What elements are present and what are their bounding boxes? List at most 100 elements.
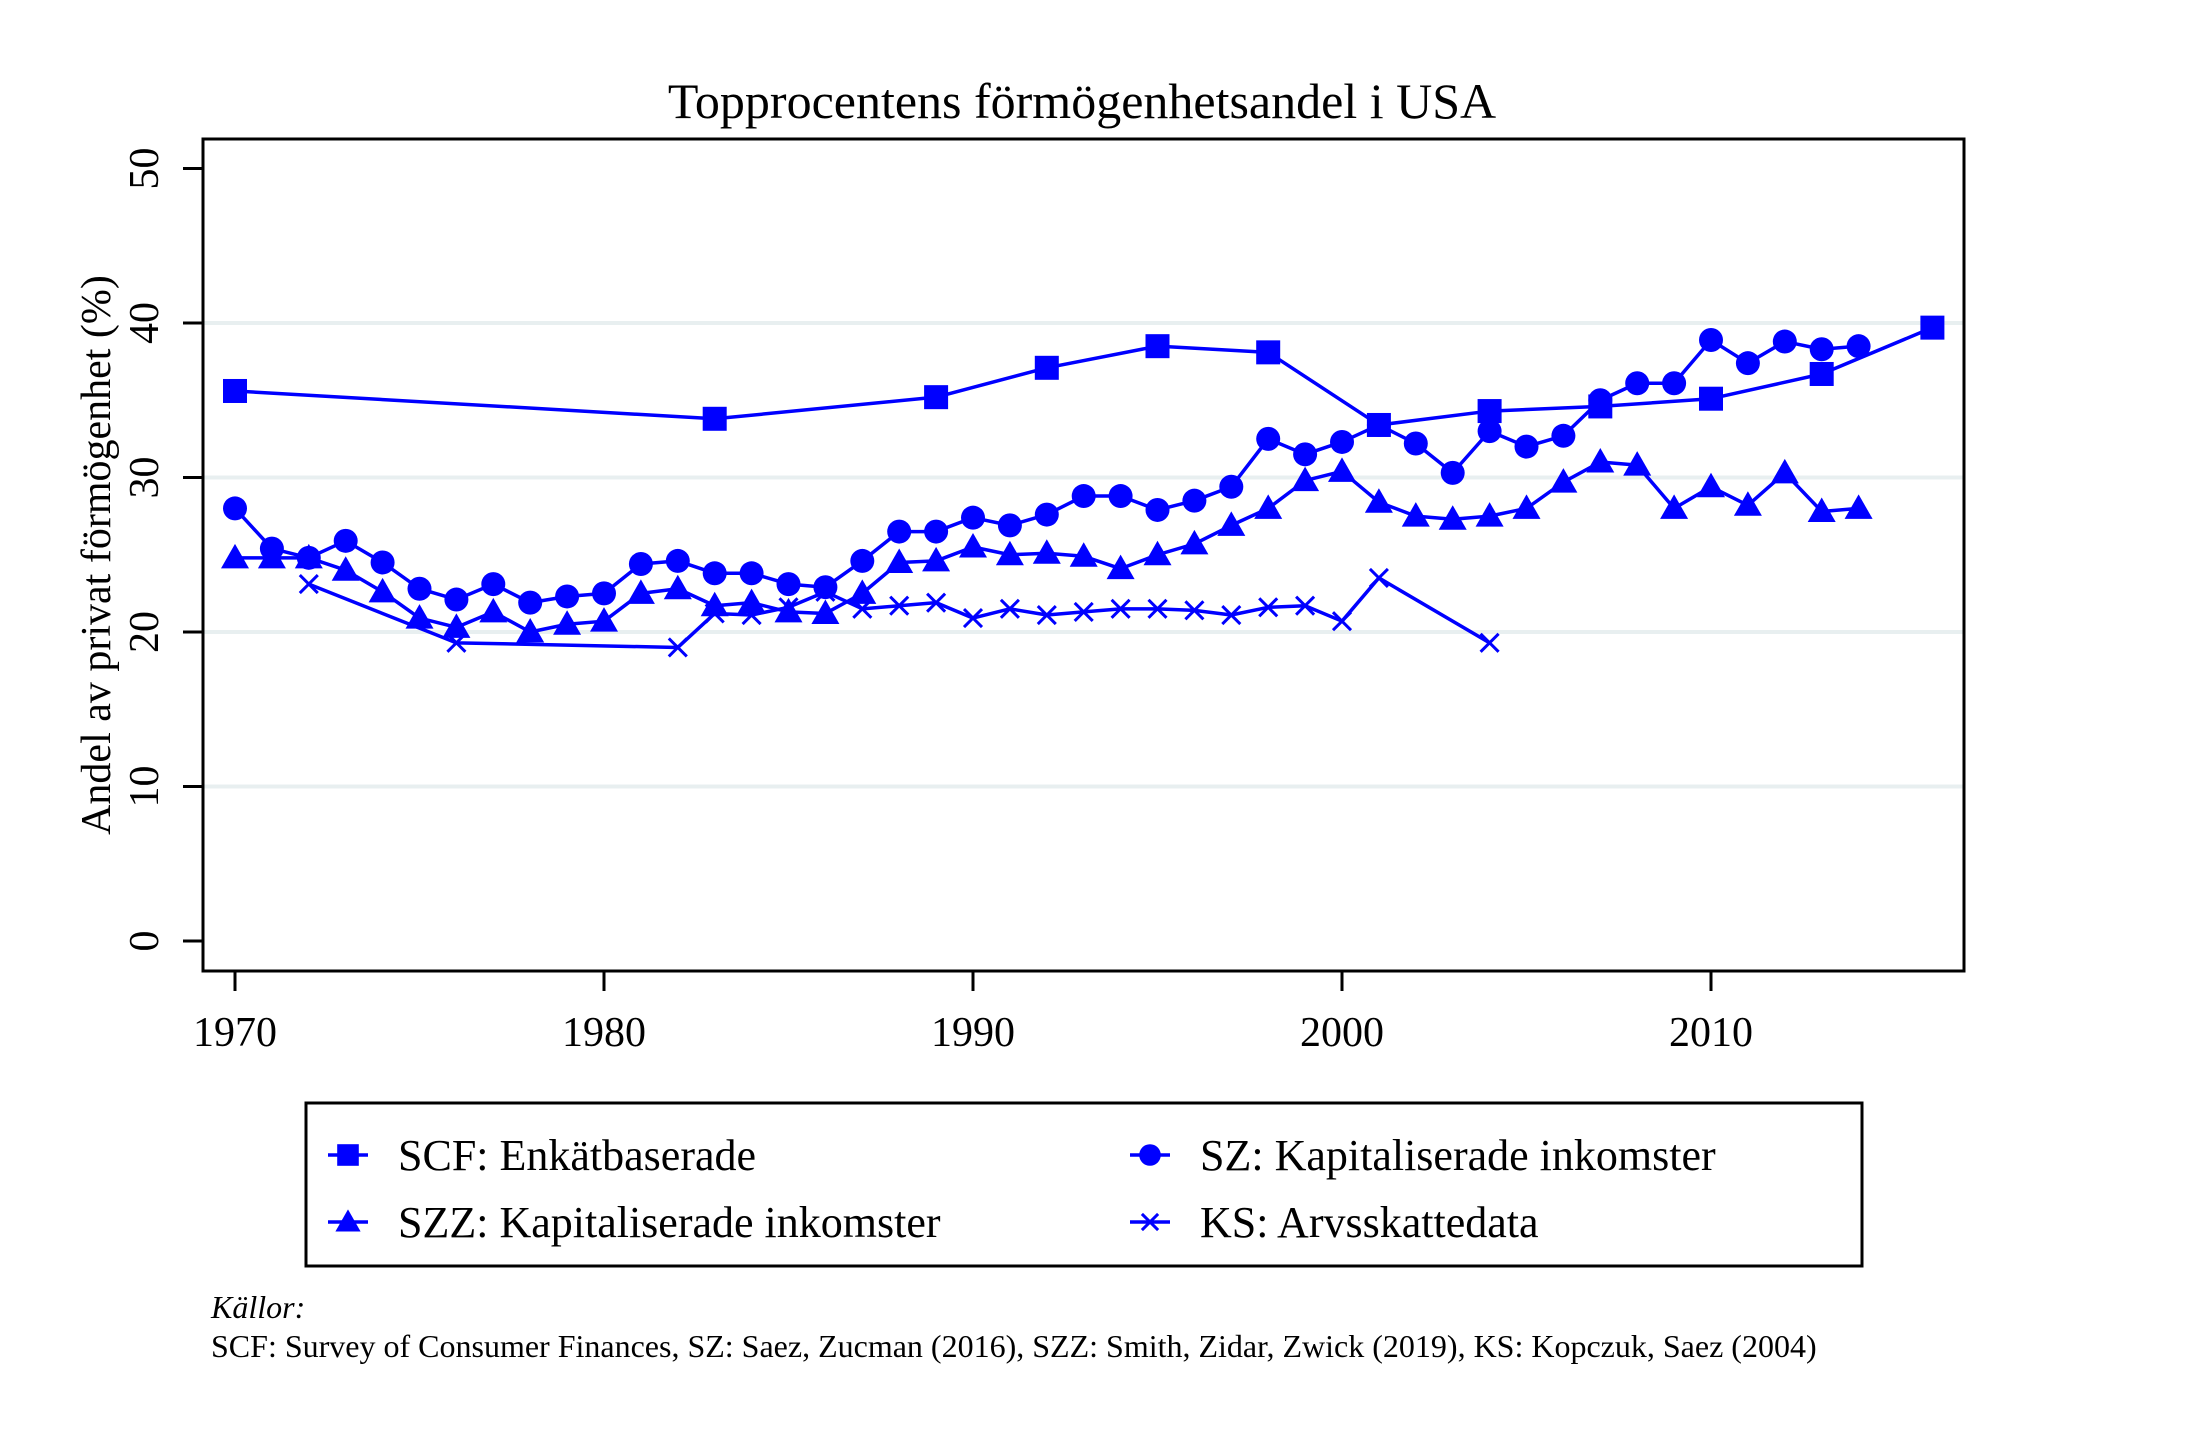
data-point-triangle-1991 [995,540,1024,566]
data-point-triangle-2011 [1733,491,1762,516]
data-point-x-1989 [926,592,947,613]
data-point-triangle-2004 [1475,502,1504,527]
legend-label-square: SCF: Enkätbaserade [398,1131,756,1180]
series-line-square [234,326,1934,427]
data-point-square-2016 [1920,315,1945,340]
data-point-x-1982 [667,637,688,658]
x-axis: 1970 1980 1990 2000 2010 [193,971,1753,1056]
legend-frame [304,1101,1864,1268]
data-point-triangle-2005 [1512,494,1541,519]
legend-marker-circle-icon [1139,1144,1161,1166]
data-point-circle-1985 [776,572,801,597]
data-point-triangle-2008 [1623,451,1652,476]
data-point-x-1986 [815,581,836,602]
data-point-circle-2013 [1809,337,1834,362]
data-point-triangle-2013 [1807,497,1836,522]
data-point-triangle-2007 [1586,448,1615,473]
y-tick-label-50: 50 [122,148,168,190]
data-point-x-1987 [852,598,873,619]
data-point-triangle-1992 [1032,539,1061,564]
data-point-circle-2010 [1699,327,1723,352]
data-point-x-1983 [704,603,725,624]
data-point-triangle-1996 [1180,529,1209,555]
data-point-square-1998 [1256,340,1281,365]
data-point-circle-1976 [444,587,469,612]
sources-heading: Källor: [210,1289,305,1325]
data-point-circle-1999 [1293,442,1318,467]
x-tick-label-1980: 1980 [562,1010,646,1056]
legend-label-circle: SZ: Kapitaliserade inkomster [1200,1131,1716,1180]
data-point-triangle-1973 [331,556,360,581]
legend-label-triangle: SZZ: Kapitaliserade inkomster [398,1198,941,1247]
data-point-triangle-1976 [442,613,471,638]
data-point-x-1984 [741,604,762,626]
legend: SCF: Enkätbaserade SZ: Kapitaliserade ink… [304,1101,1864,1268]
data-point-circle-1997 [1219,474,1244,499]
data-point-circle-1980 [592,581,616,606]
data-point-circle-1979 [555,584,580,609]
y-tick-label-30: 30 [122,457,168,499]
y-axis-label: Andel av privat förmögenhet (%) [74,275,120,835]
data-point-x-1996 [1184,600,1205,621]
y-tick-label-0: 0 [122,931,168,952]
data-point-triangle-1980 [590,607,618,632]
data-point-x-2001 [1368,567,1389,588]
data-point-circle-1988 [887,519,912,544]
data-point-circle-1994 [1108,484,1133,509]
data-point-triangle-1995 [1143,540,1172,566]
data-point-circle-2005 [1514,434,1539,459]
data-point-triangle-1983 [700,591,729,617]
data-point-triangle-1989 [922,546,951,572]
data-point-triangle-2006 [1549,468,1578,493]
data-point-circle-1987 [850,548,875,573]
data-point-triangle-1993 [1069,542,1098,567]
legend-item-square: SCF: Enkätbaserade [328,1131,756,1180]
series-circle [223,327,1871,615]
data-point-circle-1993 [1071,484,1096,509]
data-point-circle-2007 [1588,388,1613,413]
data-point-circle-1984 [739,561,764,586]
sources-text: SCF: Survey of Consumer Finances, SZ: Sa… [211,1328,1817,1364]
data-point-circle-2002 [1403,431,1428,456]
data-point-x-1985 [778,597,799,618]
x-tick-label-2010: 2010 [1669,1010,1753,1056]
data-point-triangle-2010 [1697,472,1725,498]
data-point-circle-1996 [1182,488,1207,513]
legend-label-x: KS: Arvsskattedata [1200,1198,1539,1247]
legend-marker-triangle-icon [335,1209,361,1232]
data-point-triangle-1970 [221,543,249,569]
data-point-x-1999 [1295,595,1316,616]
data-point-circle-2006 [1551,423,1576,448]
series-triangle [221,448,1873,643]
data-point-x-1992 [1036,604,1057,626]
data-point-triangle-2000 [1328,457,1356,482]
data-point-triangle-1987 [848,579,877,604]
data-point-triangle-1982 [663,574,692,600]
data-point-triangle-1990 [959,533,987,558]
series-square [223,315,1945,437]
data-point-circle-1991 [997,513,1022,538]
data-point-triangle-1986 [811,599,840,624]
series-layer [221,315,1945,658]
data-point-circle-2014 [1846,334,1871,359]
data-point-triangle-1972 [294,543,323,569]
data-point-circle-1974 [370,550,395,575]
data-point-x-1995 [1147,598,1168,619]
data-point-circle-2004 [1477,419,1502,444]
y-axis: 0 10 20 30 40 50 [122,148,203,952]
data-point-triangle-2001 [1364,488,1393,513]
legend-marker-x-icon [1140,1212,1160,1232]
data-point-x-1994 [1110,598,1131,619]
data-point-triangle-1984 [737,588,766,614]
data-point-triangle-1981 [626,579,655,604]
data-point-circle-1978 [518,590,543,615]
data-point-circle-2000 [1330,429,1354,454]
data-point-circle-2009 [1662,371,1687,396]
data-point-square-1989 [924,385,949,410]
data-point-triangle-1998 [1254,494,1283,519]
data-point-triangle-1974 [368,577,397,603]
gridlines [203,321,1964,789]
legend-item-triangle: SZZ: Kapitaliserade inkomster [328,1198,941,1247]
data-point-circle-1977 [481,572,506,597]
